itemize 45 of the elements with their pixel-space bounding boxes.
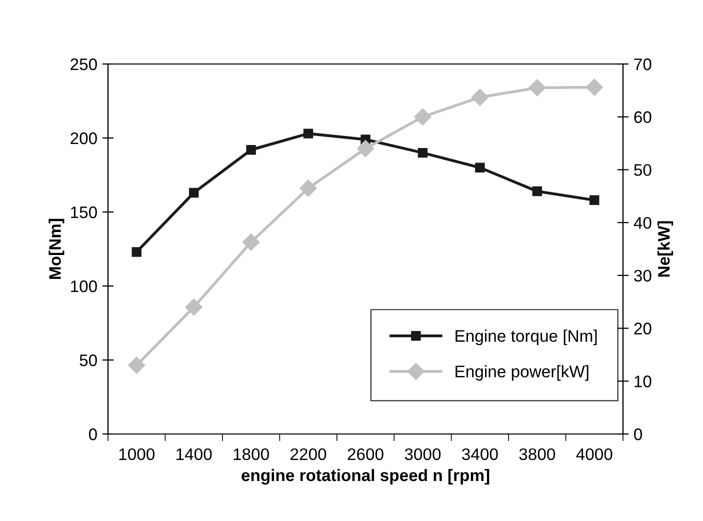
- y2-tick-label: 0: [634, 428, 642, 440]
- x-tick-label: 2200: [290, 448, 326, 460]
- point: [532, 186, 542, 196]
- x-axis-title: engine rotational speed n [rpm]: [242, 468, 490, 485]
- y-tick-label: 150: [71, 206, 97, 218]
- point: [356, 140, 374, 158]
- point: [586, 78, 603, 96]
- point: [418, 148, 428, 158]
- y-axis-title: Mo[Nm]: [48, 218, 64, 279]
- point: [414, 108, 432, 126]
- y2-axis-title: Ne[kW]: [658, 221, 674, 277]
- point: [188, 188, 199, 198]
- point: [590, 195, 600, 206]
- legend-label: Engine torque [Nm]: [456, 330, 597, 346]
- y-tick-label: 200: [70, 132, 97, 144]
- point: [528, 79, 546, 96]
- point: [132, 247, 142, 257]
- y2-tick-label: 30: [634, 270, 652, 282]
- x-tick-label: 3400: [462, 448, 498, 460]
- x-tick-label: 3000: [404, 448, 441, 460]
- x-tick-label: 3800: [519, 448, 556, 460]
- y2-tick-label: 10: [634, 376, 652, 388]
- y-tick-label: 0: [88, 428, 97, 440]
- x-tick-label: 2600: [348, 448, 384, 460]
- point: [300, 180, 317, 197]
- point: [471, 88, 488, 106]
- y-tick-label: 250: [70, 58, 97, 70]
- legend-label: Engine power[kW]: [456, 365, 588, 381]
- x-tick-label: 1800: [234, 448, 269, 460]
- y2-tick-label: 20: [634, 322, 652, 334]
- point: [246, 144, 256, 155]
- point: [242, 234, 260, 251]
- y2-tick-label: 50: [634, 164, 652, 176]
- y-tick-label: 50: [80, 354, 97, 366]
- point: [475, 162, 485, 172]
- point: [128, 356, 146, 374]
- y2-tick-label: 70: [634, 58, 652, 70]
- point: [185, 298, 202, 316]
- y2-tick-label: 40: [634, 216, 652, 229]
- x-tick-label: 4000: [576, 448, 612, 460]
- x-tick-label: 1400: [176, 448, 212, 460]
- x-tick-label: 1000: [119, 448, 154, 460]
- y2-tick-label: 60: [634, 111, 652, 124]
- point: [303, 128, 314, 138]
- y-tick-label: 100: [71, 280, 97, 292]
